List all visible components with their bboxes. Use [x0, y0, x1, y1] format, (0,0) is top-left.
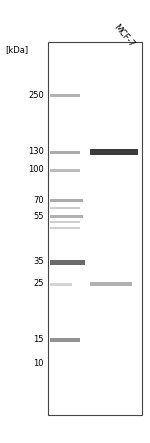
Text: 35: 35 [33, 257, 44, 267]
Bar [48, 42, 142, 415]
Text: 130: 130 [28, 148, 44, 156]
Text: 25: 25 [33, 280, 44, 288]
Bar [50, 283, 72, 285]
Bar [50, 151, 80, 154]
Text: [kDa]: [kDa] [5, 46, 28, 54]
Text: 250: 250 [28, 90, 44, 100]
Bar [50, 260, 85, 264]
Bar [50, 93, 80, 97]
Text: 10: 10 [33, 358, 44, 368]
Bar [50, 221, 80, 223]
Text: 100: 100 [28, 166, 44, 175]
Text: MCF-7: MCF-7 [112, 22, 136, 49]
Bar [50, 338, 80, 342]
Bar [50, 227, 80, 229]
Text: 15: 15 [33, 335, 44, 345]
Bar [50, 198, 83, 202]
Text: 70: 70 [33, 195, 44, 205]
Bar [50, 214, 83, 218]
Bar [50, 207, 80, 209]
Text: 55: 55 [33, 211, 44, 221]
Bar [50, 168, 80, 171]
Bar [90, 282, 132, 286]
Bar [90, 149, 138, 155]
